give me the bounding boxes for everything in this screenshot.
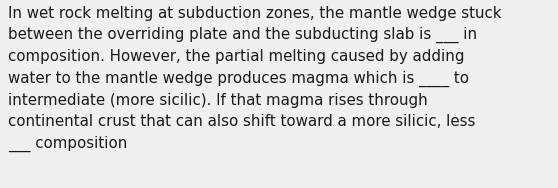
Text: In wet rock melting at subduction zones, the mantle wedge stuck
between the over: In wet rock melting at subduction zones,… [8, 6, 502, 152]
